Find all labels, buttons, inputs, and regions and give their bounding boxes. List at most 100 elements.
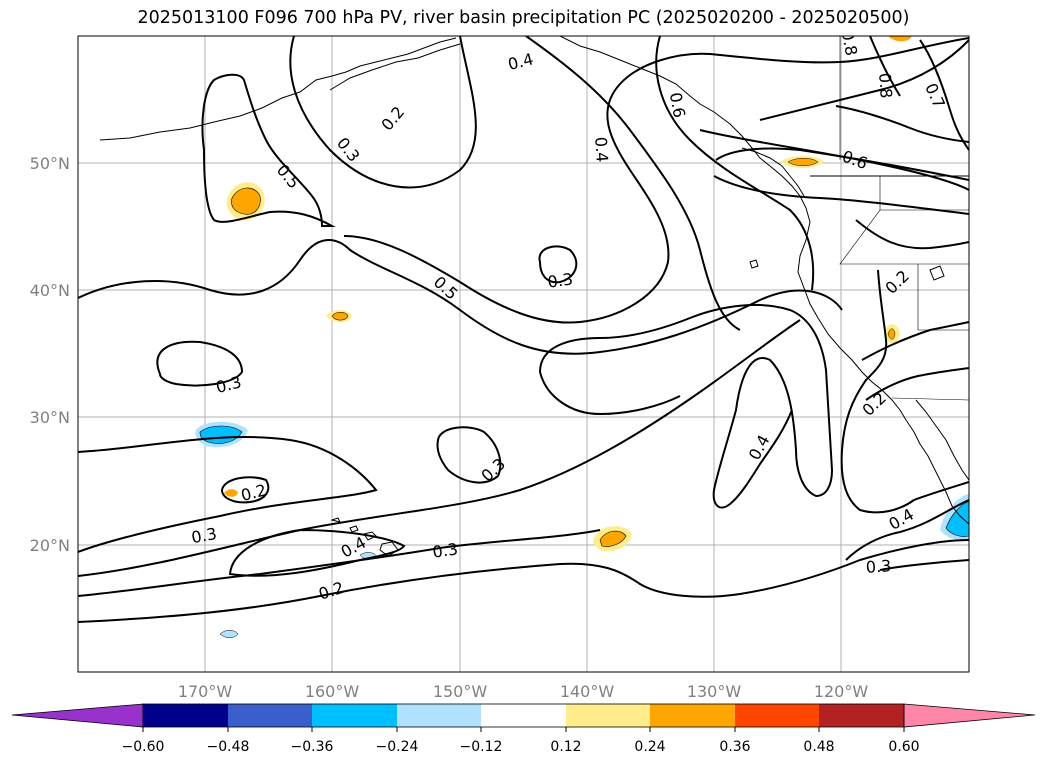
lon-tick-160w: 160°W: [305, 682, 360, 701]
precip-patch-ca-core: [887, 328, 896, 340]
coast-baja-east: [915, 399, 969, 481]
precip-patch-bc-core: [787, 158, 819, 166]
contour-line-13: [343, 37, 969, 324]
precip-patch-blue-south: [219, 630, 239, 638]
colorbar-tick-label-8: 0.36: [719, 739, 750, 755]
precip-patches: [195, 36, 969, 638]
contour-line-14: [539, 303, 834, 509]
contour-label-16: 0.3: [190, 524, 218, 547]
lon-tick-labels: 170°W 160°W 150°W 140°W 130°W 120°W: [178, 682, 869, 701]
contour-line-21: [759, 39, 969, 121]
contour-label-23: 0.8: [838, 29, 861, 57]
contour-line-11: [289, 36, 477, 189]
colorbar-tick-label-9: 0.48: [803, 739, 834, 755]
colorbar-segment-1: [143, 704, 228, 727]
contour-line-26: [879, 559, 969, 571]
colorbar-segment-8: [735, 704, 819, 727]
contour-line-2: [78, 436, 378, 553]
border-states-3: [917, 264, 969, 331]
contour-label-22: 0.3: [865, 556, 892, 577]
colorbar-segment-2: [228, 704, 312, 727]
map-frame: [77, 35, 970, 673]
colorbar-tick-label-6: 0.12: [550, 739, 581, 755]
lon-tick-120w: 120°W: [814, 682, 869, 701]
border-states-2: [839, 176, 969, 265]
contour-line-27: [865, 367, 969, 401]
contour-line-19: [713, 175, 969, 215]
coast-alaska-penin: [329, 43, 461, 91]
coast-baja: [905, 419, 969, 525]
lat-tick-50n: 50°N: [30, 154, 70, 173]
contour-line-23: [869, 36, 901, 97]
colorbar-segment-4: [397, 704, 481, 727]
coastlines: [99, 36, 969, 557]
contour-line-29: [855, 219, 969, 250]
contour-line-8: [436, 426, 502, 484]
colorbar-tick-labels: −0.60 −0.48 −0.36 −0.24 −0.12 0.12 0.24 …: [122, 739, 920, 755]
contour-line-15: [539, 371, 681, 416]
colorbar-segment-3: [312, 704, 397, 727]
precip-patch-aleutian-core: [231, 187, 261, 215]
contour-line-20: [699, 129, 969, 191]
contour-line-4: [78, 529, 601, 597]
coast-aleutians: [99, 37, 457, 141]
map-title: 2025013100 F096 700 hPa PV, river basin …: [137, 8, 910, 28]
hawaii-islands: [330, 517, 399, 557]
contour-line-28: [861, 321, 969, 361]
precip-patch-ne: [888, 36, 912, 42]
contour-line-24: [840, 269, 969, 514]
colorbar-tick-label-3: −0.36: [291, 739, 334, 755]
colorbar-extend-low: [11, 703, 144, 728]
coast-gulf-alaska: [559, 36, 811, 223]
precip-patch-yellow-small: [224, 489, 238, 497]
contour-label-24: 0.6: [666, 91, 689, 119]
lon-tick-150w: 150°W: [433, 682, 488, 701]
colorbar-tick-label-7: 0.24: [634, 739, 665, 755]
contour-line-5: [78, 539, 969, 623]
map-background: [78, 36, 969, 672]
contour-line-7: [156, 340, 244, 387]
colorbar-segment-6: [566, 704, 650, 727]
border-mex: [891, 397, 969, 401]
lon-tick-140w: 140°W: [560, 682, 615, 701]
coast-bc-islands: [741, 147, 805, 197]
colorbar-extend-high: [903, 703, 1036, 728]
pv-contours: [78, 36, 969, 623]
contour-label-10: 0.3: [546, 269, 574, 291]
lon-tick-130w: 130°W: [687, 682, 742, 701]
contour-line-10: [201, 73, 336, 227]
colorbar-tick-label-4: −0.24: [376, 739, 419, 755]
contour-line-6: [228, 528, 406, 577]
colorbar-tick-label-1: −0.60: [122, 739, 165, 755]
lat-tick-20n: 20°N: [30, 536, 70, 555]
colorbar-tick-marks: [142, 727, 905, 732]
contour-label-18: 0.3: [431, 539, 459, 561]
contour-line-12: [538, 245, 578, 284]
colorbar-tick-label-2: −0.48: [207, 739, 250, 755]
precip-patch-mexico-blue-core: [945, 501, 969, 537]
lat-tick-labels: 50°N 40°N 30°N 20°N: [30, 154, 70, 555]
precip-patch-orange-east-core: [599, 530, 627, 547]
contour-line-17: [655, 36, 815, 291]
precip-patch-midpac-core: [331, 311, 349, 321]
colorbar-frame: [142, 703, 905, 728]
contour-label-7: 0.8: [875, 72, 896, 99]
colorbar-segment-9: [819, 704, 904, 727]
colorbar-tick-label-5: −0.12: [460, 739, 503, 755]
contour-line-25: [845, 499, 969, 561]
contour-line-9: [220, 476, 270, 504]
colorbar-segment-5: [481, 704, 566, 727]
colorbar-tick-label-10: 0.60: [888, 739, 919, 755]
lat-tick-40n: 40°N: [30, 281, 70, 300]
contour-line-16: [525, 36, 741, 331]
bc-dots: [749, 259, 945, 281]
colorbar: −0.60 −0.48 −0.36 −0.24 −0.12 0.12 0.24 …: [11, 703, 1036, 755]
colorbar-segment-7: [650, 704, 735, 727]
lat-tick-30n: 30°N: [30, 408, 70, 427]
contour-label-5: 0.4: [591, 136, 612, 163]
lon-tick-170w: 170°W: [178, 682, 233, 701]
coast-west-us: [797, 221, 907, 421]
contour-line-3: [78, 319, 801, 577]
contour-line-30: [835, 105, 969, 143]
